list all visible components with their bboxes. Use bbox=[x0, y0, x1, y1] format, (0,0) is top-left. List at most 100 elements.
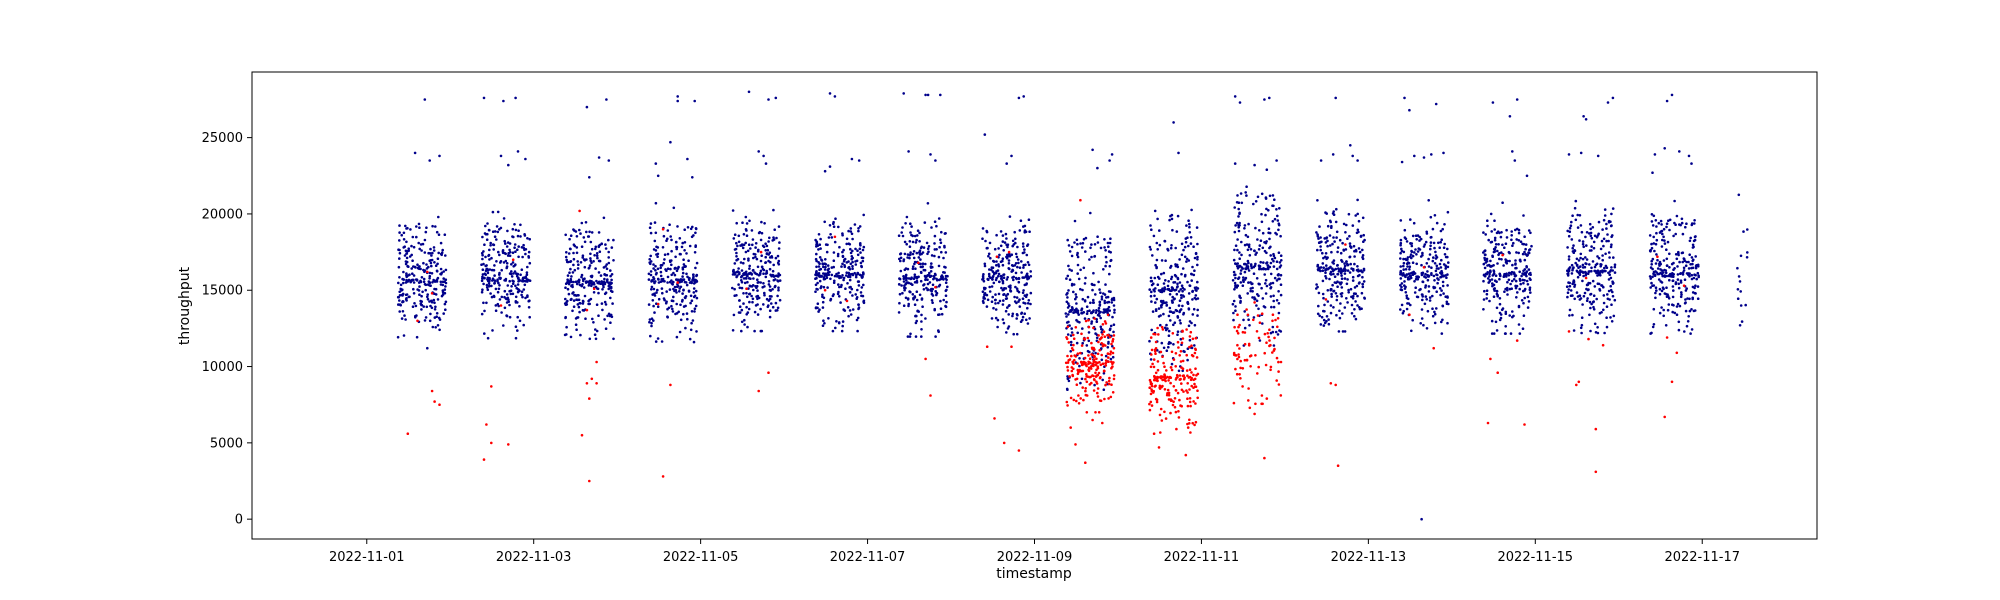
data-point bbox=[1188, 284, 1191, 287]
data-point bbox=[1162, 346, 1166, 350]
data-point bbox=[678, 237, 682, 240]
data-point bbox=[1102, 388, 1106, 392]
data-point bbox=[988, 268, 991, 271]
data-point bbox=[815, 276, 818, 280]
data-point bbox=[495, 225, 499, 228]
data-point bbox=[1274, 330, 1278, 334]
data-point bbox=[1339, 251, 1343, 255]
data-point bbox=[1331, 261, 1334, 264]
data-point bbox=[572, 251, 575, 255]
data-point bbox=[1177, 410, 1180, 413]
data-point bbox=[830, 273, 834, 277]
data-point bbox=[1361, 248, 1364, 252]
data-point bbox=[1257, 336, 1261, 340]
data-point bbox=[753, 329, 756, 333]
data-point bbox=[1072, 398, 1076, 402]
data-point bbox=[1193, 323, 1197, 327]
data-point bbox=[1065, 315, 1068, 318]
data-point bbox=[1430, 273, 1433, 277]
data-point bbox=[1358, 250, 1362, 254]
data-point bbox=[1192, 307, 1196, 311]
data-point bbox=[675, 285, 679, 289]
data-point bbox=[906, 267, 910, 271]
data-point bbox=[1191, 313, 1195, 316]
data-point bbox=[1490, 332, 1494, 335]
data-point bbox=[751, 300, 754, 304]
data-point bbox=[1181, 369, 1184, 373]
data-point bbox=[499, 276, 502, 280]
data-point bbox=[1156, 375, 1159, 379]
data-point bbox=[1016, 265, 1019, 269]
data-point bbox=[607, 250, 610, 254]
data-point bbox=[567, 292, 571, 296]
data-point bbox=[1005, 243, 1008, 247]
data-point bbox=[983, 133, 987, 136]
data-point bbox=[816, 302, 820, 306]
data-point bbox=[1609, 269, 1613, 272]
data-point bbox=[411, 259, 414, 263]
data-point bbox=[1239, 377, 1242, 380]
data-point bbox=[412, 278, 415, 282]
data-point bbox=[1023, 294, 1027, 297]
data-point bbox=[994, 302, 997, 305]
data-point bbox=[1240, 253, 1243, 257]
data-point bbox=[662, 261, 665, 265]
data-point bbox=[1193, 296, 1197, 300]
data-point bbox=[1279, 360, 1283, 364]
data-point bbox=[848, 291, 852, 294]
data-point bbox=[609, 282, 613, 286]
data-point bbox=[747, 259, 750, 262]
data-point bbox=[1353, 262, 1356, 266]
data-point bbox=[1340, 286, 1344, 289]
data-point bbox=[405, 252, 409, 255]
data-point bbox=[399, 283, 403, 287]
data-point bbox=[1264, 196, 1268, 199]
data-point bbox=[565, 251, 568, 254]
data-point bbox=[423, 319, 427, 322]
data-point bbox=[1095, 318, 1098, 321]
data-point bbox=[902, 277, 906, 280]
data-point bbox=[1150, 348, 1154, 352]
data-point bbox=[406, 432, 410, 436]
data-point bbox=[1156, 368, 1160, 372]
data-point bbox=[1162, 271, 1166, 275]
data-point bbox=[1330, 295, 1333, 298]
data-point bbox=[685, 283, 689, 287]
data-point bbox=[689, 227, 693, 231]
data-point bbox=[1334, 383, 1337, 387]
data-point bbox=[913, 281, 917, 284]
data-point bbox=[1109, 258, 1113, 262]
data-point bbox=[1268, 344, 1271, 348]
data-point bbox=[1610, 266, 1613, 269]
data-point bbox=[591, 317, 594, 321]
data-point bbox=[768, 236, 771, 240]
data-point bbox=[1435, 273, 1438, 276]
data-point bbox=[1594, 263, 1598, 267]
data-point bbox=[595, 382, 598, 385]
data-point bbox=[528, 315, 531, 319]
data-point bbox=[1680, 221, 1684, 225]
data-point bbox=[989, 256, 992, 260]
data-point bbox=[674, 240, 678, 244]
data-point bbox=[1010, 264, 1014, 267]
data-point bbox=[857, 280, 861, 283]
data-point bbox=[648, 261, 651, 264]
data-point bbox=[745, 305, 748, 309]
data-point bbox=[1512, 278, 1516, 281]
data-point bbox=[1233, 273, 1236, 277]
data-point bbox=[1596, 282, 1600, 286]
data-point bbox=[564, 297, 567, 301]
data-point bbox=[1422, 323, 1425, 327]
data-point bbox=[1594, 331, 1598, 334]
data-point bbox=[1190, 344, 1193, 348]
data-point bbox=[905, 242, 908, 246]
data-point bbox=[764, 249, 767, 252]
data-point bbox=[1324, 271, 1327, 275]
data-point bbox=[1665, 99, 1669, 103]
data-point bbox=[912, 298, 915, 301]
data-point bbox=[1154, 340, 1158, 344]
data-point bbox=[1193, 269, 1196, 273]
data-point bbox=[1671, 295, 1675, 299]
data-point bbox=[1441, 318, 1444, 322]
data-point bbox=[1402, 261, 1406, 265]
